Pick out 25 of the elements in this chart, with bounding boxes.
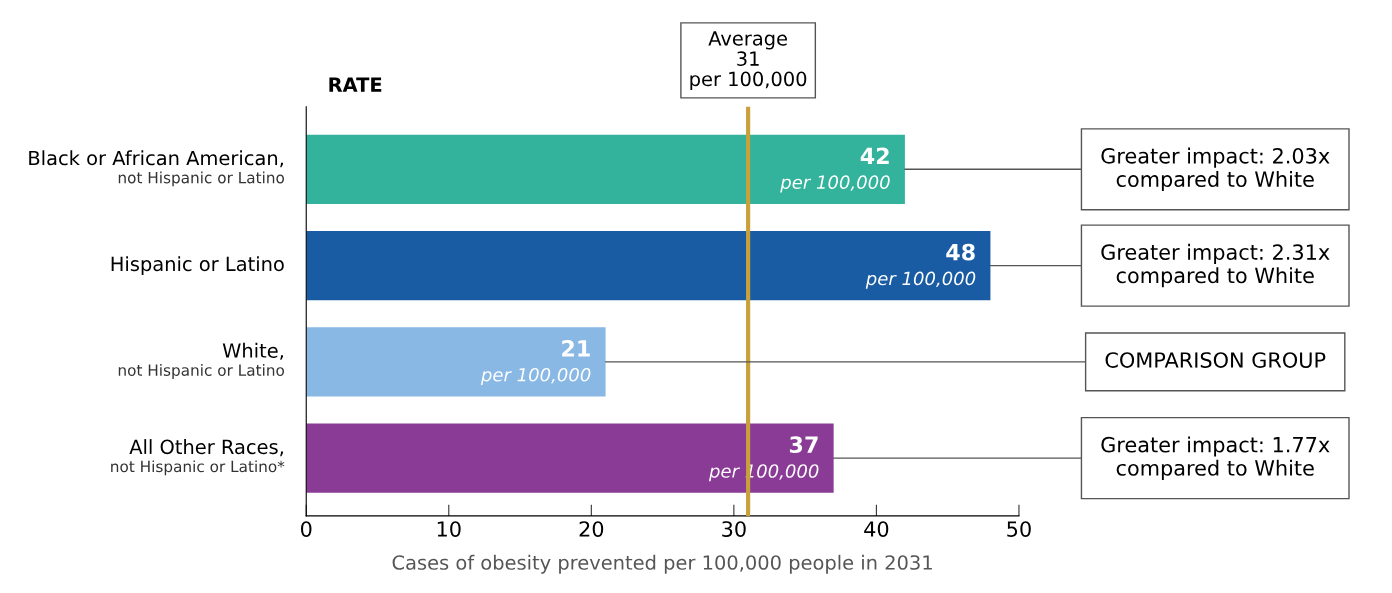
ref-line-label: Average 31 per 100,000	[690, 31, 807, 91]
y-tick-label: All Other Races, not Hispanic or Latino*	[111, 439, 285, 476]
y-tick-label: White, not Hispanic or Latino	[118, 342, 285, 379]
x-tick-label: 20	[579, 521, 604, 537]
x-tick-label: 0	[300, 521, 312, 537]
x-axis-title: Cases of obesity prevented per 100,000 people in 2031	[392, 554, 932, 574]
bar	[306, 230, 991, 301]
bar	[306, 134, 905, 204]
y-axis-title: RATE	[329, 77, 382, 92]
x-tick-label: 50	[1007, 521, 1031, 537]
x-tick-label: 10	[437, 521, 461, 537]
data-label: 21 per 100,000	[480, 339, 591, 386]
y-tick-label: Black or African American, not Hispanic or Latino	[29, 150, 285, 187]
annotation: Greater impact: 1.77x compared to White	[1101, 436, 1330, 480]
annotation: Greater impact: 2.03x compared to White	[1101, 147, 1330, 192]
annotation: Greater impact: 2.31x compared to White	[1101, 243, 1330, 288]
x-tick-label: 30	[722, 521, 746, 537]
annotation: COMPARISON GROUP	[1105, 352, 1326, 368]
y-tick-label: Hispanic or Latino	[111, 256, 284, 275]
data-label: 37 per 100,000	[708, 436, 819, 482]
data-label: 42 per 100,000	[780, 147, 890, 193]
data-label: 48 per 100,000	[865, 243, 976, 289]
bar	[306, 423, 834, 493]
bar	[306, 327, 606, 397]
x-tick-label: 40	[864, 521, 889, 537]
